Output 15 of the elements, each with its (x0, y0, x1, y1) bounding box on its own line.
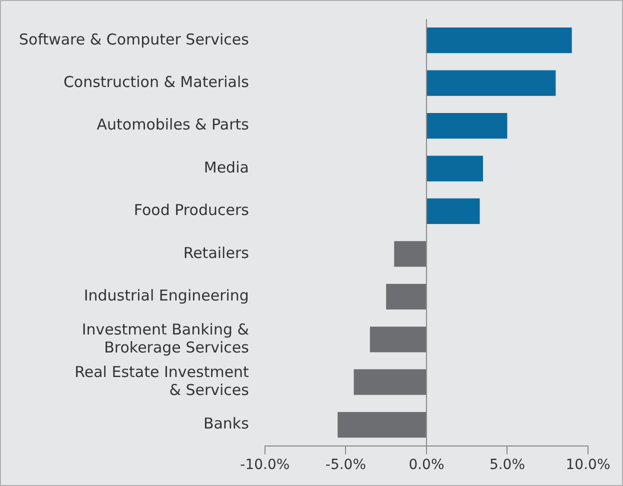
y-tick-label: Automobiles & Parts (96, 116, 250, 134)
y-tick-label: Retailers (183, 244, 250, 262)
y-tick-label: Software & Computer Services (18, 30, 250, 48)
x-tick-label: 5.0% (489, 457, 526, 474)
x-tick-label: 10.0% (566, 457, 610, 474)
x-tick-label: 0.0% (408, 457, 444, 474)
x-tick-label: -5.0% (325, 457, 366, 474)
y-tick-label: Real Estate Investment & Services (74, 363, 250, 400)
x-tick-label: -10.0% (240, 457, 290, 474)
y-tick-label: Banks (203, 414, 250, 433)
y-tick-label: Food Producers (134, 201, 250, 220)
y-tick-label: Investment Banking & Brokerage Services (82, 320, 250, 356)
y-tick-label: Industrial Engineering (84, 286, 249, 305)
y-tick-label: Construction & Materials (63, 72, 250, 91)
y-tick-label: Media (204, 158, 249, 176)
